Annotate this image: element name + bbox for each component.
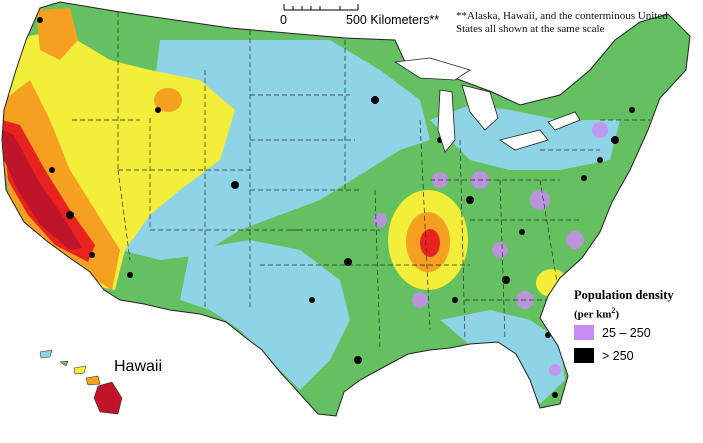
- scale-end-label: 500 Kilometers**: [346, 13, 440, 27]
- state-boundaries: [72, 12, 650, 351]
- high-zone-wasatch: [154, 88, 182, 112]
- high-zone-west-coast: [2, 80, 120, 290]
- very-high-zone-california: [2, 120, 95, 262]
- population-dense-areas: [37, 17, 635, 398]
- scale-note: **Alaska, Hawaii, and the conterminous U…: [456, 10, 668, 35]
- blue-zone-southwest: [180, 240, 350, 390]
- legend-label-high-density: > 250: [602, 349, 634, 363]
- very-high-zone-new-madrid: [420, 229, 440, 257]
- legend-swatch-high-density: [574, 348, 594, 363]
- legend-unit: (per km2): [574, 306, 620, 321]
- highest-zone-san-andreas: [2, 130, 82, 250]
- hawaii-islands: [39, 349, 123, 415]
- legend-label-moderate-density: 25 – 250: [602, 326, 651, 340]
- legend-swatch-moderate-density: [574, 325, 594, 340]
- great-lakes: [393, 57, 581, 153]
- high-zone-pacific-northwest: [36, 8, 78, 60]
- scale-start-label: 0: [280, 13, 287, 27]
- moderate-zone-charleston: [536, 269, 568, 297]
- scale-bar: [283, 4, 359, 11]
- legend-title: Population density: [574, 288, 674, 302]
- hawaii-label: Hawaii: [114, 358, 163, 375]
- blue-zone-gulf: [440, 310, 565, 404]
